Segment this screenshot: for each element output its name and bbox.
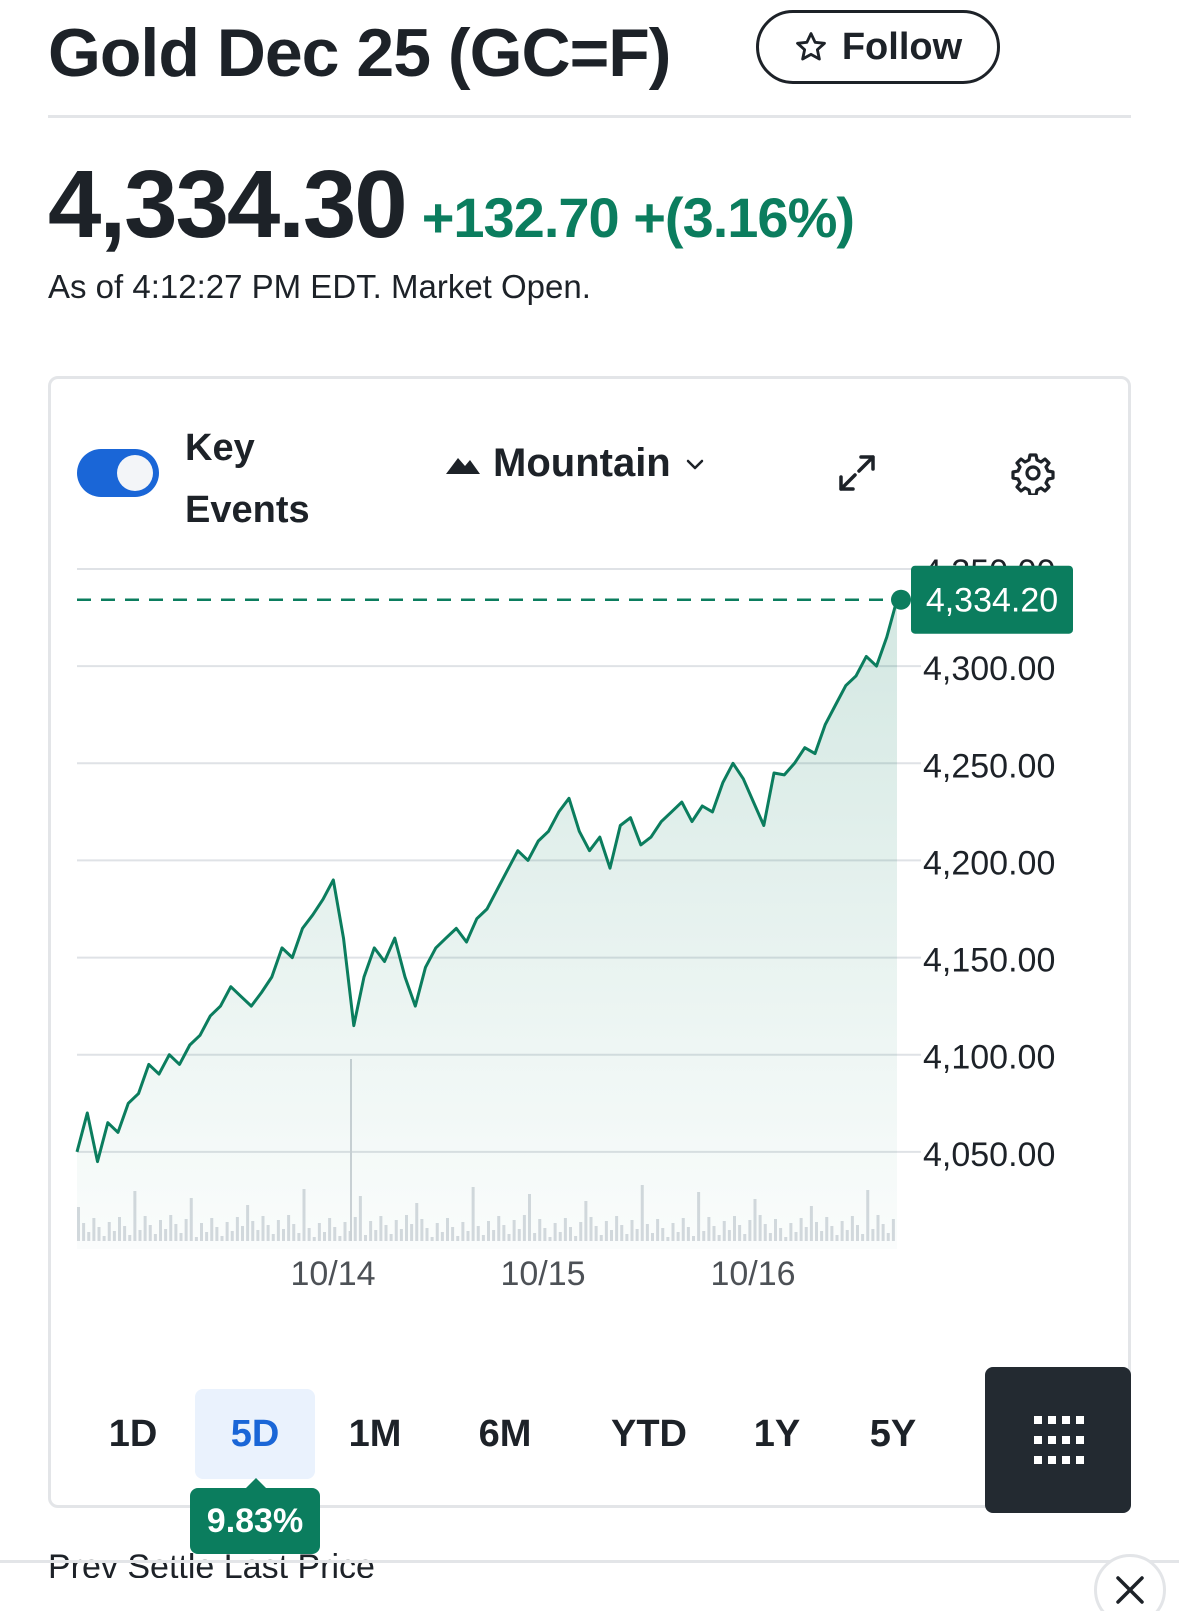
follow-button[interactable]: Follow: [756, 10, 1000, 84]
quote-timestamp: As of 4:12:27 PM EDT. Market Open.: [48, 268, 591, 305]
range-6m[interactable]: 6M: [478, 1412, 532, 1455]
close-button[interactable]: [1094, 1554, 1166, 1611]
range-ytd[interactable]: YTD: [611, 1412, 687, 1455]
quote-row: 4,334.30 +132.70 +(3.16%): [48, 150, 855, 260]
mountain-icon: [446, 457, 480, 474]
close-icon: [1116, 1576, 1144, 1604]
last-price-label: 4,334.20: [926, 582, 1058, 620]
area-fill: [77, 599, 897, 1249]
follow-label: Follow: [841, 25, 963, 68]
header: Gold Dec 25 (GC=F) Follow: [48, 10, 1131, 118]
page-title: Gold Dec 25 (GC=F): [48, 15, 671, 91]
y-tick-label: 4,250.00: [923, 747, 1055, 785]
range-1m[interactable]: 1M: [348, 1412, 402, 1455]
expand-icon[interactable]: [837, 453, 877, 493]
x-tick-label: 10/16: [710, 1255, 795, 1293]
range-1d[interactable]: 1D: [108, 1412, 158, 1455]
stats-preview: Prev Settle Last Price: [48, 1548, 375, 1578]
range-5y[interactable]: 5Y: [869, 1412, 917, 1455]
divider: [0, 1560, 1179, 1563]
y-tick-label: 4,300.00: [923, 650, 1055, 688]
key-events-toggle[interactable]: [77, 449, 159, 497]
y-tick-label: 4,200.00: [923, 844, 1055, 882]
star-icon: [795, 32, 826, 61]
gear-icon[interactable]: [1011, 451, 1055, 495]
more-ranges-button[interactable]: [985, 1367, 1131, 1513]
x-tick-label: 10/15: [500, 1255, 585, 1293]
performance-badge: 9.83%: [190, 1478, 320, 1554]
y-tick-label: 4,150.00: [923, 942, 1055, 980]
range-selector: 1D 5D 1M 6M YTD 1Y 5Y: [51, 1367, 1131, 1513]
range-1y[interactable]: 1Y: [753, 1412, 801, 1455]
chart-card: Key Events Mountain 4,050.00 4,100.00 4,15…: [48, 376, 1131, 1513]
y-tick-label: 4,050.00: [923, 1136, 1055, 1174]
last-price-dot: [891, 589, 911, 610]
price-line: [75, 599, 899, 1164]
y-tick-label: 4,100.00: [923, 1039, 1055, 1077]
chevron-down-icon: [686, 459, 703, 469]
toggle-knob: [117, 455, 153, 491]
range-5d[interactable]: 5D: [195, 1389, 315, 1479]
last-price-tag: [911, 565, 1073, 634]
key-events-label: Key Events: [185, 427, 310, 531]
price-change: +132.70 +(3.16%): [421, 186, 855, 249]
price-chart[interactable]: 4,050.00 4,100.00 4,150.00 4,200.00 4,250.00…: [51, 379, 1128, 1339]
chart-type-dropdown[interactable]: Mountain: [445, 441, 707, 486]
chart-type-label: Mountain: [493, 441, 671, 485]
x-tick-label: 10/14: [290, 1255, 375, 1293]
current-price: 4,334.30: [48, 151, 408, 258]
grid-icon: [1034, 1416, 1084, 1464]
